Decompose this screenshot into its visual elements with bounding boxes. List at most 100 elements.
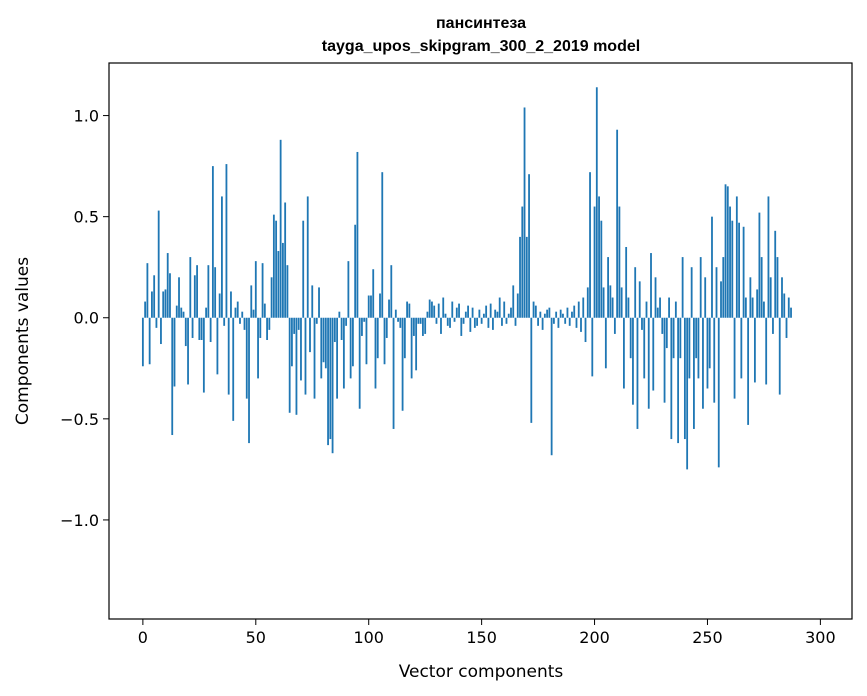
- bar: [586, 287, 589, 318]
- bar: [636, 317, 639, 429]
- bar: [270, 277, 273, 318]
- bar: [207, 265, 210, 318]
- bar: [559, 309, 562, 318]
- x-tick-label: 100: [353, 628, 384, 647]
- bar: [733, 317, 736, 399]
- bar: [706, 317, 709, 389]
- bar: [650, 253, 652, 318]
- bar: [611, 297, 614, 318]
- bar: [202, 317, 205, 393]
- bar: [763, 301, 765, 318]
- bar: [144, 301, 147, 318]
- bar: [776, 257, 779, 318]
- bar: [424, 317, 427, 334]
- bar: [625, 246, 628, 318]
- bar: [431, 301, 433, 318]
- bar: [487, 317, 490, 328]
- bar: [313, 317, 316, 399]
- bar: [444, 313, 447, 318]
- bar: [519, 236, 521, 318]
- bar: [573, 305, 576, 318]
- bar: [704, 277, 707, 318]
- bar: [223, 317, 226, 326]
- bar: [677, 317, 680, 444]
- bar: [383, 317, 386, 365]
- bar: [654, 277, 657, 318]
- bar: [232, 317, 235, 421]
- bar: [322, 317, 325, 363]
- bar: [634, 267, 637, 318]
- bar: [435, 317, 438, 324]
- bar: [284, 202, 287, 318]
- bar: [747, 317, 750, 425]
- bar: [453, 317, 456, 322]
- bar: [473, 317, 476, 328]
- bar: [512, 285, 515, 318]
- bar: [196, 265, 198, 318]
- y-tick-label: 0.5: [74, 208, 99, 227]
- bar: [543, 313, 546, 318]
- bar: [214, 267, 217, 318]
- bar: [205, 307, 208, 318]
- bar: [591, 317, 594, 377]
- bar: [726, 186, 729, 318]
- bar: [189, 257, 192, 318]
- bar: [582, 297, 585, 318]
- bar: [571, 311, 573, 318]
- bar: [681, 257, 684, 318]
- bar: [469, 317, 472, 332]
- bar: [715, 267, 718, 318]
- bar: [686, 317, 689, 470]
- bar: [593, 206, 596, 318]
- bar: [731, 220, 734, 318]
- bar: [286, 265, 289, 318]
- bar: [216, 317, 219, 375]
- bar: [541, 317, 544, 330]
- bar: [532, 301, 535, 318]
- bar: [652, 317, 655, 391]
- bar: [645, 301, 648, 318]
- bar: [297, 317, 300, 330]
- bar: [239, 317, 241, 324]
- bar: [758, 212, 761, 318]
- bar: [374, 317, 377, 389]
- bar: [564, 317, 567, 324]
- bar: [241, 311, 244, 318]
- bar: [765, 317, 768, 385]
- bar: [568, 317, 571, 326]
- bar: [385, 317, 388, 338]
- bar: [390, 265, 393, 318]
- bar: [627, 297, 630, 318]
- bar: [641, 317, 643, 330]
- bar: [363, 317, 366, 322]
- bar: [175, 305, 178, 318]
- bar: [225, 164, 228, 318]
- bar: [309, 317, 311, 353]
- x-tick-label: 200: [579, 628, 610, 647]
- bar: [505, 317, 508, 324]
- chart-title: пансинтеза: [436, 15, 526, 32]
- bar: [679, 317, 682, 359]
- bar: [361, 317, 363, 336]
- bar: [261, 263, 264, 318]
- y-tick-label: 0.0: [74, 309, 99, 328]
- bar: [166, 253, 169, 318]
- bar: [449, 317, 451, 328]
- bar: [221, 196, 223, 318]
- bar: [708, 317, 711, 369]
- bar: [379, 293, 381, 318]
- bar: [376, 317, 379, 359]
- bar: [713, 317, 716, 403]
- bar: [311, 285, 314, 318]
- bar: [790, 307, 792, 318]
- bar: [315, 317, 318, 324]
- bar: [403, 317, 406, 359]
- bar: [245, 317, 248, 399]
- y-tick-label: −0.5: [60, 410, 99, 429]
- bar: [537, 317, 539, 326]
- bar: [234, 307, 237, 318]
- bar: [699, 257, 702, 318]
- bar: [318, 287, 320, 318]
- bar: [738, 222, 740, 318]
